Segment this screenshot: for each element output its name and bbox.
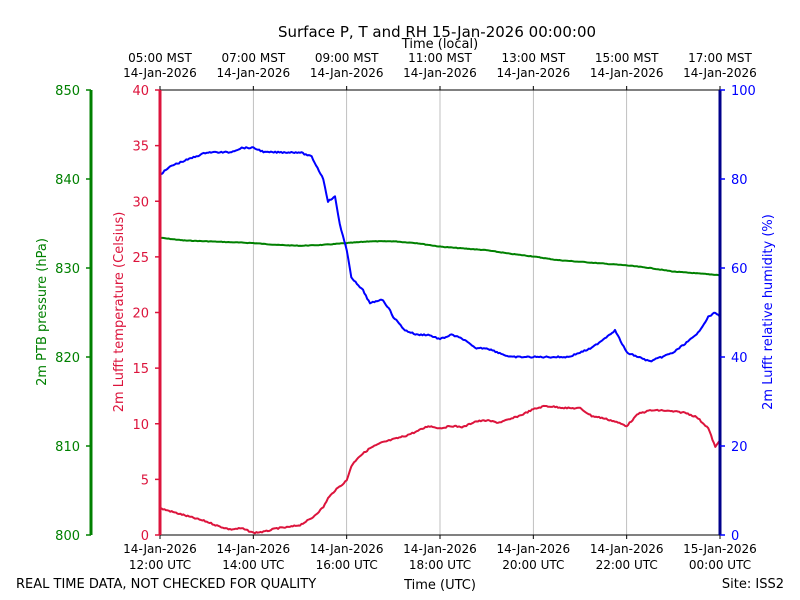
x-tick-label-date: 15-Jan-2026 [683,542,757,556]
temperature-series-line [159,404,721,535]
temperature-tick-label: 30 [132,195,149,210]
x-top-tick-label-date: 14-Jan-2026 [217,66,291,80]
temperature-axis-label: 2m Lufft temperature (Celsius) [112,212,127,413]
x-tick-label-date: 14-Jan-2026 [310,542,384,556]
x-tick-label-time: 16:00 UTC [316,558,378,572]
x-tick-label-date: 14-Jan-2026 [590,542,664,556]
x-tick-label-time: 00:00 UTC [689,558,751,572]
pressure-tick-label: 810 [55,440,80,455]
pressure-tick-label: 820 [55,351,80,366]
humidity-tick-label: 60 [731,262,748,277]
x-top-tick-label-date: 14-Jan-2026 [683,66,757,80]
humidity-tick-label: 80 [731,173,748,188]
x-top-tick-label-date: 14-Jan-2026 [310,66,384,80]
x-top-tick-label-time: 13:00 MST [501,51,565,65]
quality-disclaimer: REAL TIME DATA, NOT CHECKED FOR QUALITY [16,577,316,592]
series-layer [159,146,721,535]
x-top-tick-label-time: 17:00 MST [688,51,752,65]
top-axis-label: Time (local) [401,37,478,52]
humidity-axis-label: 2m Lufft relative humidity (%) [761,214,776,410]
site-label: Site: ISS2 [722,577,784,592]
x-tick-label-date: 14-Jan-2026 [123,542,197,556]
temperature-tick-label: 35 [132,140,149,155]
x-tick-label-date: 14-Jan-2026 [217,542,291,556]
x-tick-label-time: 18:00 UTC [409,558,471,572]
x-top-tick-label-time: 11:00 MST [408,51,472,65]
grid [252,90,628,535]
humidity-series-line [159,146,721,363]
x-tick-label-date: 14-Jan-2026 [497,542,571,556]
x-top-tick-label-date: 14-Jan-2026 [590,66,664,80]
x-top-tick-label-time: 09:00 MST [315,51,379,65]
humidity-tick-label: 0 [731,529,739,544]
humidity-tick-label: 100 [731,84,756,99]
pressure-tick-label: 840 [55,173,80,188]
bottom-axis-label: Time (UTC) [403,578,476,593]
temperature-tick-label: 20 [132,307,149,322]
x-top-tick-label-date: 14-Jan-2026 [497,66,571,80]
pressure-series-line [159,236,720,277]
temperature-tick-label: 25 [132,251,149,266]
temperature-tick-label: 15 [132,362,149,377]
x-top-tick-label-date: 14-Jan-2026 [123,66,197,80]
x-tick-label-time: 12:00 UTC [129,558,191,572]
pressure-tick-label: 850 [55,84,80,99]
temperature-tick-label: 40 [132,84,149,99]
x-tick-label-date: 14-Jan-2026 [403,542,477,556]
humidity-tick-label: 20 [731,440,748,455]
chart-title: Surface P, T and RH 15-Jan-2026 00:00:00 [278,23,596,41]
x-top-tick-label-time: 05:00 MST [128,51,192,65]
x-tick-label-time: 20:00 UTC [502,558,564,572]
x-tick-label-time: 22:00 UTC [596,558,658,572]
temperature-tick-label: 10 [132,418,149,433]
x-top-tick-label-time: 07:00 MST [221,51,285,65]
temperature-tick-label: 5 [141,473,149,488]
x-tick-label-time: 14:00 UTC [222,558,284,572]
temperature-tick-label: 0 [141,529,149,544]
pressure-tick-label: 800 [55,529,80,544]
humidity-tick-label: 40 [731,351,748,366]
pressure-axis-label: 2m PTB pressure (hPa) [35,238,50,386]
pressure-tick-label: 830 [55,262,80,277]
x-top-tick-label-time: 15:00 MST [595,51,659,65]
x-top-tick-label-date: 14-Jan-2026 [403,66,477,80]
